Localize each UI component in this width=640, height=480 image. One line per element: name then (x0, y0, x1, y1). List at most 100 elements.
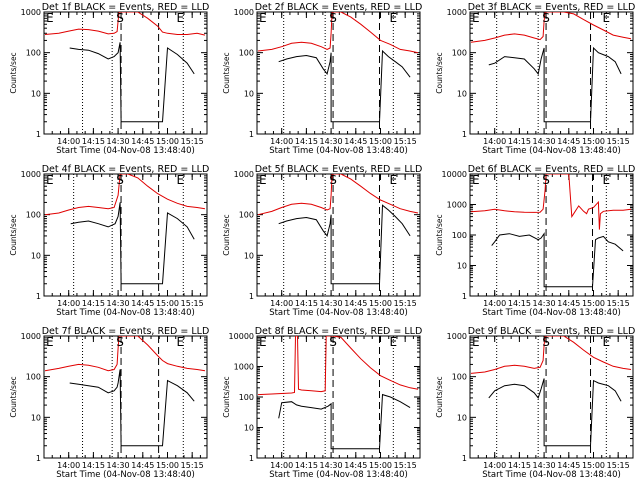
series-line-lld (257, 12, 419, 54)
chart-panel-9: Det 9f BLACK = Events, RED = LLD 1 10 100 10… (435, 326, 635, 480)
series-line-events (69, 369, 195, 447)
x-tick-label: 14:30 (320, 137, 343, 146)
chart-panel-1: Det 1f BLACK = Events, RED = LLD 1 10 100 10… (9, 2, 209, 156)
x-tick-label: 15:15 (607, 299, 630, 308)
y-tick-label: 1000 (234, 363, 254, 372)
marker-label-e: E (472, 335, 480, 349)
marker-label-s: S (116, 173, 124, 187)
x-tick-label: 15:00 (156, 299, 179, 308)
x-tick-label: 15:00 (369, 137, 392, 146)
series-line-lld (470, 336, 632, 374)
marker-label-s: S (542, 335, 550, 349)
x-axis-label: Start Time (04-Nov-08 13:48:40) (269, 470, 408, 480)
chart-panel-4: Det 4f BLACK = Events, RED = LLD 1 10 100 10… (9, 164, 209, 318)
x-tick-label: 14:45 (557, 299, 580, 308)
x-tick-label: 14:45 (131, 299, 154, 308)
marker-label-e: E (603, 173, 611, 187)
series-line-lld (257, 336, 419, 396)
y-tick-label: 1 (462, 454, 467, 463)
x-tick-label: 14:00 (57, 461, 80, 470)
x-tick-label: 14:30 (533, 137, 556, 146)
x-tick-label: 14:00 (483, 461, 506, 470)
marker-label-e: E (177, 11, 185, 25)
chart-title: Det 9f BLACK = Events, RED = LLD (468, 326, 636, 337)
y-tick-label: 100 (239, 49, 254, 58)
marker-label-s: S (116, 11, 124, 25)
x-axis-label: Start Time (04-Nov-08 13:48:40) (482, 146, 621, 156)
x-tick-label: 14:45 (344, 137, 367, 146)
chart-title: Det 8f BLACK = Events, RED = LLD (255, 326, 423, 337)
x-tick-label: 14:45 (131, 137, 154, 146)
marker-label-s: S (329, 335, 337, 349)
plot-frame (43, 173, 208, 297)
x-tick-label: 15:15 (181, 137, 204, 146)
series-line-lld (44, 12, 206, 36)
series-line-lld (257, 174, 419, 216)
marker-label-s: S (116, 335, 124, 349)
x-tick-label: 14:15 (508, 461, 531, 470)
y-tick-label: 1 (249, 292, 254, 301)
x-tick-label: 14:45 (344, 299, 367, 308)
series-line-events (70, 202, 195, 285)
x-tick-label: 14:30 (107, 461, 130, 470)
y-tick-label: 10 (244, 251, 254, 260)
chart-panel-5: Det 5f BLACK = Events, RED = LLD 1 10 100 10… (222, 164, 422, 318)
y-tick-label: 1000 (447, 332, 467, 341)
x-tick-label: 15:15 (394, 299, 417, 308)
y-tick-label: 1 (36, 454, 41, 463)
marker-label-s: S (329, 11, 337, 25)
marker-label-e: E (603, 11, 611, 25)
y-axis-label: Counts/sec (435, 376, 444, 417)
x-tick-label: 14:00 (483, 299, 506, 308)
x-tick-label: 15:00 (582, 299, 605, 308)
series-line-lld (470, 174, 632, 230)
series-group (257, 336, 419, 450)
y-axis-label: Counts/sec (435, 214, 444, 255)
x-tick-label: 15:00 (582, 137, 605, 146)
plot-frame (469, 173, 634, 297)
chart-panel-8: Det 8f BLACK = Events, RED = LLD 1 10 100 10… (222, 326, 422, 480)
series-line-events (278, 393, 411, 450)
series-line-events (488, 378, 622, 447)
x-tick-label: 15:15 (181, 299, 204, 308)
x-tick-label: 14:15 (295, 461, 318, 470)
y-tick-label: 10 (31, 251, 41, 260)
x-axis-label: Start Time (04-Nov-08 13:48:40) (269, 146, 408, 156)
x-tick-label: 15:15 (607, 461, 630, 470)
marker-label-e: E (259, 11, 267, 25)
marker-label-e: E (46, 11, 54, 25)
x-axis-label: Start Time (04-Nov-08 13:48:40) (56, 470, 195, 480)
x-tick-label: 14:30 (533, 461, 556, 470)
chart-panel-7: Det 7f BLACK = Events, RED = LLD 1 10 100 10… (9, 326, 209, 480)
marker-label-e: E (472, 173, 480, 187)
x-tick-label: 15:00 (369, 299, 392, 308)
series-group (257, 12, 419, 123)
y-tick-label: 10000 (442, 170, 467, 179)
y-tick-label: 1000 (234, 8, 254, 17)
series-line-events (69, 42, 195, 123)
plot-frame (256, 173, 421, 297)
x-tick-label: 14:00 (270, 137, 293, 146)
series-line-lld (44, 174, 206, 216)
chart-title: Det 3f BLACK = Events, RED = LLD (468, 2, 636, 13)
x-tick-label: 15:15 (394, 137, 417, 146)
marker-label-s: S (542, 11, 550, 25)
x-tick-label: 14:15 (295, 299, 318, 308)
x-tick-label: 14:30 (107, 299, 130, 308)
marker-label-e: E (390, 173, 398, 187)
series-line-lld (44, 336, 206, 372)
x-tick-label: 14:30 (533, 299, 556, 308)
chart-title: Det 6f BLACK = Events, RED = LLD (468, 164, 636, 175)
x-tick-label: 14:45 (131, 461, 154, 470)
plot-frame (469, 335, 634, 459)
x-tick-label: 15:00 (156, 461, 179, 470)
chart-panel-2: Det 2f BLACK = Events, RED = LLD 1 10 100 10… (222, 2, 422, 156)
series-group (470, 174, 632, 288)
series-group (44, 12, 206, 123)
x-tick-label: 14:15 (82, 137, 105, 146)
x-axis-label: Start Time (04-Nov-08 13:48:40) (56, 308, 195, 318)
series-line-events (491, 232, 624, 288)
chart-panel-6: Det 6f BLACK = Events, RED = LLD 1 10 100 10… (435, 164, 635, 318)
x-axis-label: Start Time (04-Nov-08 13:48:40) (269, 308, 408, 318)
y-tick-label: 100 (26, 49, 41, 58)
